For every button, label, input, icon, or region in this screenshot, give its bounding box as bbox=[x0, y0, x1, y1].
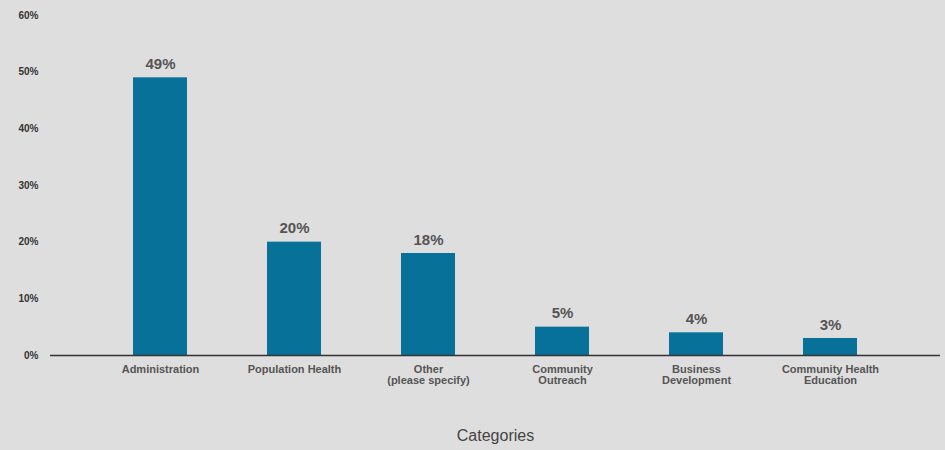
svg-text:60%: 60% bbox=[18, 10, 38, 21]
svg-text:Population Health: Population Health bbox=[248, 363, 342, 375]
svg-text:Community HealthEducation: Community HealthEducation bbox=[782, 363, 879, 386]
svg-text:Categories: Categories bbox=[457, 427, 534, 444]
svg-text:30%: 30% bbox=[18, 180, 38, 191]
svg-text:20%: 20% bbox=[279, 219, 309, 236]
svg-text:10%: 10% bbox=[18, 293, 38, 304]
svg-text:40%: 40% bbox=[18, 123, 38, 134]
svg-text:18%: 18% bbox=[413, 231, 443, 248]
svg-text:CommunityOutreach: CommunityOutreach bbox=[532, 363, 593, 386]
svg-text:0%: 0% bbox=[24, 350, 39, 361]
svg-text:BusinessDevelopment: BusinessDevelopment bbox=[662, 363, 731, 386]
svg-text:5%: 5% bbox=[552, 304, 574, 321]
svg-text:Administration: Administration bbox=[122, 363, 200, 375]
svg-text:3%: 3% bbox=[820, 316, 842, 333]
svg-text:Other(please specify): Other(please specify) bbox=[387, 363, 470, 386]
svg-text:20%: 20% bbox=[18, 236, 38, 247]
svg-text:4%: 4% bbox=[686, 310, 708, 327]
svg-text:50%: 50% bbox=[18, 66, 38, 77]
svg-text:49%: 49% bbox=[145, 55, 175, 72]
